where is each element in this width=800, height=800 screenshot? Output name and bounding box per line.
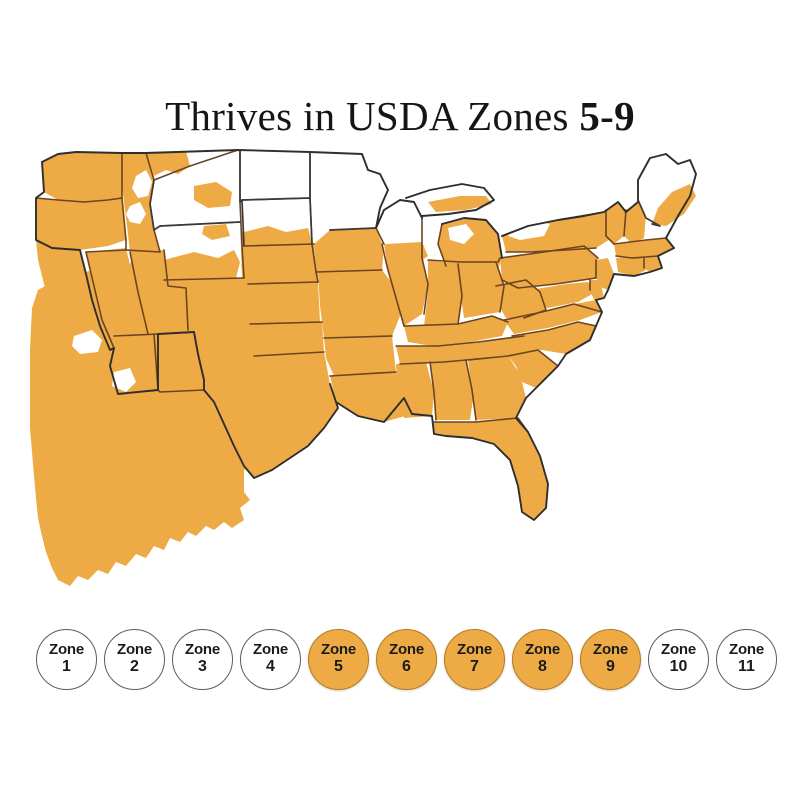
zone-chip-label: Zone — [524, 641, 561, 659]
zone-chip-label: Zone — [116, 641, 153, 659]
zone-chip-number: 3 — [198, 657, 207, 675]
zone-chip-label: Zone — [184, 641, 221, 659]
title-prefix: Thrives in USDA Zones — [165, 93, 580, 139]
zone-chip-label: Zone — [320, 641, 357, 659]
zone-chip-10[interactable]: Zone 10 — [648, 628, 709, 690]
page-title: Thrives in USDA Zones 5-9 — [0, 92, 800, 140]
zone-chip-number: 5 — [334, 657, 343, 675]
zone-chip-1[interactable]: Zone 1 — [36, 628, 97, 690]
zone-chip-number: 11 — [738, 657, 755, 675]
map-container — [18, 140, 782, 590]
zone-chip-number: 2 — [130, 657, 139, 675]
zone-chip-8[interactable]: Zone 8 — [512, 628, 573, 690]
zone-chip-9[interactable]: Zone 9 — [580, 628, 641, 690]
zone-chip-2[interactable]: Zone 2 — [104, 628, 165, 690]
zone-chip-number: 1 — [62, 657, 71, 675]
zone-chip-number: 7 — [470, 657, 479, 675]
zone-chip-3[interactable]: Zone 3 — [172, 628, 233, 690]
zone-chip-6[interactable]: Zone 6 — [376, 628, 437, 690]
zone-chip-11[interactable]: Zone 11 — [716, 628, 777, 690]
state-polygons — [36, 150, 696, 520]
zone-chip-label: Zone — [592, 641, 629, 659]
zone-chip-label: Zone — [660, 641, 697, 659]
usda-zone-legend: Zone 1 Zone 2 Zone 3 Zone 4 Zone 5 Zone 6 Zone 7 Zone 8… — [36, 626, 788, 692]
zone-chip-label: Zone — [728, 641, 765, 659]
title-zone-range: 5-9 — [579, 93, 635, 139]
zone-chip-number: 4 — [266, 657, 275, 675]
zone-chip-label: Zone — [252, 641, 289, 659]
zone-chip-label: Zone — [388, 641, 425, 659]
zone-chip-label: Zone — [456, 641, 493, 659]
zone-chip-number: 9 — [606, 657, 615, 675]
national-outline — [35, 149, 697, 521]
zone-chip-number: 6 — [402, 657, 411, 675]
zone-chip-number: 10 — [669, 657, 688, 675]
zone-chip-number: 8 — [538, 657, 547, 675]
zone-chip-label: Zone — [48, 641, 85, 659]
zone-chip-5[interactable]: Zone 5 — [308, 628, 369, 690]
zone-chip-4[interactable]: Zone 4 — [240, 628, 301, 690]
united-states-zone-map — [30, 149, 697, 586]
zone-chip-7[interactable]: Zone 7 — [444, 628, 505, 690]
